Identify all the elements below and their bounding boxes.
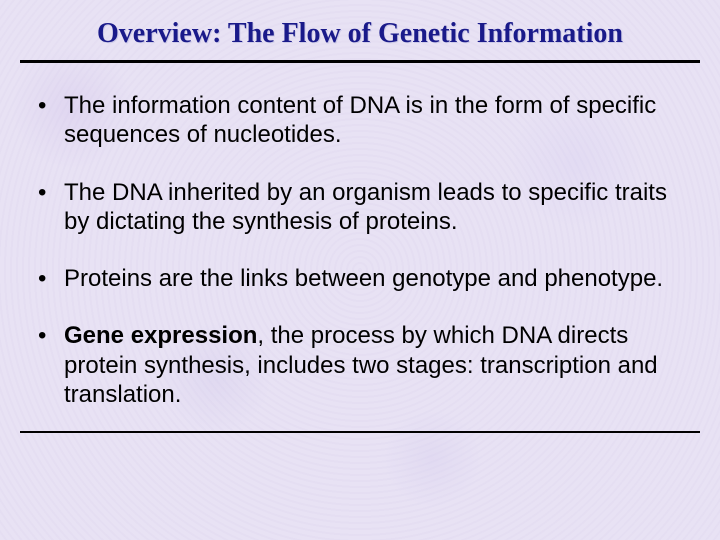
bullet-text: The information content of DNA is in the… — [64, 92, 656, 148]
bullet-list: The information content of DNA is in the… — [20, 91, 700, 409]
bold-term: Gene expression — [64, 322, 257, 349]
bullet-text: The DNA inherited by an organism leads t… — [64, 179, 667, 235]
slide-title: Overview: The Flow of Genetic Informatio… — [20, 18, 700, 63]
list-item: Proteins are the links between genotype … — [38, 264, 682, 293]
list-item: The DNA inherited by an organism leads t… — [38, 178, 682, 237]
footer-divider — [20, 431, 700, 433]
bullet-text: Proteins are the links between genotype … — [64, 265, 663, 292]
list-item: Gene expression, the process by which DN… — [38, 321, 682, 409]
list-item: The information content of DNA is in the… — [38, 91, 682, 150]
